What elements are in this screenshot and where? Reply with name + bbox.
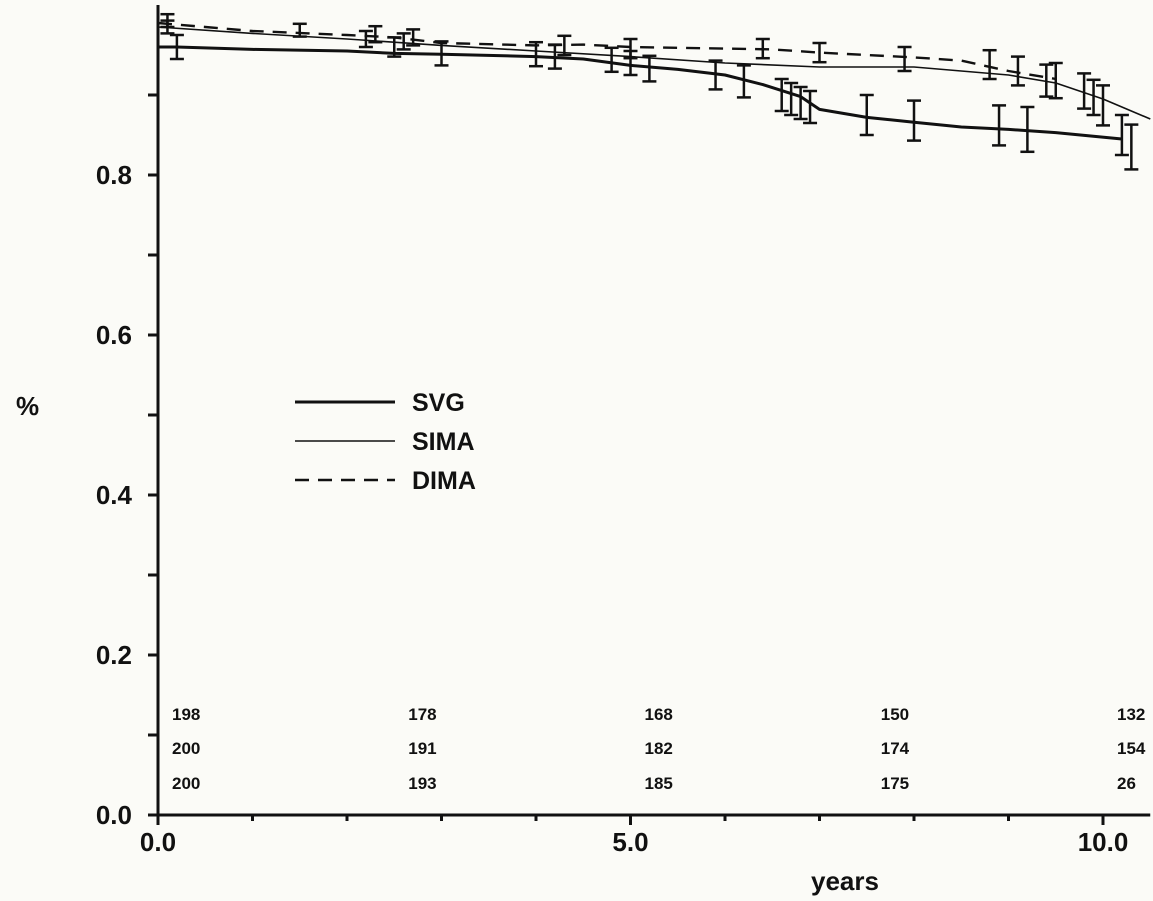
y-tick-label: 0.6 xyxy=(96,320,132,350)
error-bar-dima xyxy=(982,48,997,81)
tick-labels: 0.0 0.2 0.4 0.6 0.8 0.0 5.0 10.0 xyxy=(96,160,1128,857)
risk-count: 168 xyxy=(645,705,673,724)
error-bar-dima xyxy=(623,37,638,60)
error-bar-svg xyxy=(803,89,818,125)
error-bar-svg xyxy=(784,81,799,117)
y-tick-label: 0.8 xyxy=(96,160,132,190)
y-tick-label: 0.2 xyxy=(96,640,132,670)
risk-count: 182 xyxy=(645,739,673,758)
number-at-risk-table: 198 178 168 150 132 200 191 182 174 154 200 193 185 1… xyxy=(172,705,1146,793)
error-bar-svg xyxy=(1124,123,1139,171)
error-bar-svg xyxy=(774,77,789,113)
y-axis-label: % xyxy=(16,391,39,421)
error-bar-svg xyxy=(859,93,874,137)
error-bar-svg xyxy=(736,64,751,99)
x-tick-label: 10.0 xyxy=(1078,827,1129,857)
legend: SVG SIMA DIMA xyxy=(295,389,476,495)
error-bar-dima xyxy=(160,12,175,29)
axes xyxy=(148,5,1151,825)
error-bar-sima xyxy=(396,32,411,51)
error-bar-svg xyxy=(907,99,921,142)
error-bar-dima xyxy=(897,45,912,73)
risk-count: 200 xyxy=(172,739,200,758)
x-tick-label: 5.0 xyxy=(612,827,648,857)
risk-count: 198 xyxy=(172,705,200,724)
error-bar-dima xyxy=(406,28,421,47)
error-bar-svg xyxy=(992,104,1007,147)
error-bar-dima xyxy=(1039,63,1054,98)
error-bar-svg xyxy=(642,54,657,83)
risk-count: 26 xyxy=(1117,774,1136,793)
legend-label-sima: SIMA xyxy=(412,428,475,456)
error-bar-dima xyxy=(368,24,383,44)
x-axis-label: years xyxy=(811,866,879,896)
error-bar-dima xyxy=(812,41,827,64)
error-bar-sima xyxy=(1048,61,1063,100)
error-bar-sima xyxy=(358,29,373,49)
error-bar-sima xyxy=(1096,84,1110,127)
error-bar-dima xyxy=(755,37,770,60)
risk-count: 175 xyxy=(881,774,909,793)
y-tick-label: 0.4 xyxy=(96,480,133,510)
risk-count: 150 xyxy=(881,705,909,724)
risk-count: 174 xyxy=(881,739,910,758)
plot-area xyxy=(157,12,1151,171)
risk-count: 200 xyxy=(172,774,200,793)
error-bar-dima xyxy=(1010,55,1025,87)
error-bar-dima xyxy=(557,34,572,57)
error-bar-dima xyxy=(292,22,307,38)
error-bar-svg xyxy=(793,85,808,121)
error-bar-svg xyxy=(1020,105,1035,154)
error-bar-sima xyxy=(1086,78,1101,117)
y-tick-label: 0.0 xyxy=(96,800,132,830)
error-bar-sima xyxy=(1077,72,1092,110)
x-tick-label: 0.0 xyxy=(140,827,176,857)
series-line-svg xyxy=(158,45,1123,141)
risk-count: 154 xyxy=(1117,739,1146,758)
error-bar-svg xyxy=(1114,113,1129,157)
risk-count: 191 xyxy=(408,739,436,758)
risk-count: 185 xyxy=(645,774,673,793)
error-bar-svg xyxy=(604,46,619,74)
risk-count: 178 xyxy=(408,705,436,724)
series-line-dima xyxy=(157,21,1057,81)
risk-count: 193 xyxy=(408,774,436,793)
risk-count: 132 xyxy=(1117,705,1145,724)
legend-label-dima: DIMA xyxy=(412,467,476,495)
error-bar-svg xyxy=(708,59,723,91)
legend-label-svg: SVG xyxy=(412,389,465,417)
error-bar-svg xyxy=(169,33,184,61)
